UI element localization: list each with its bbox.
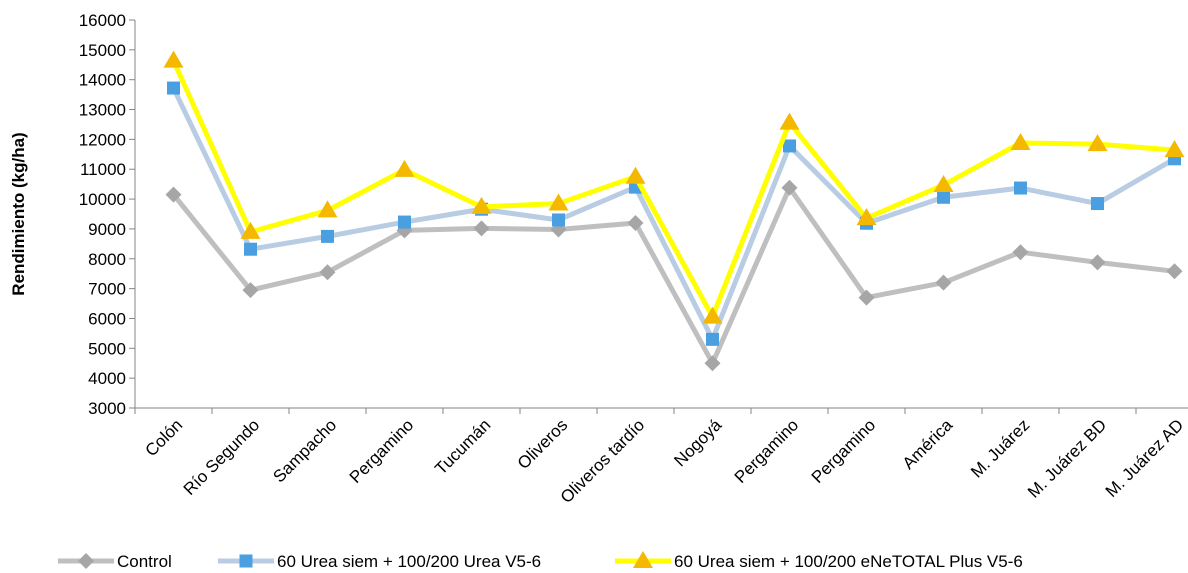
x-tick-label: Sampacho (269, 415, 340, 486)
x-tick-label: Pergamino (731, 415, 803, 487)
legend-item: Control (58, 552, 172, 571)
data-point (702, 306, 723, 324)
legend-item: 60 Urea siem + 100/200 eNeTOTAL Plus V5-… (615, 551, 1023, 571)
data-point (706, 332, 719, 346)
y-tick-label: 4000 (88, 369, 126, 388)
data-point (704, 355, 721, 372)
x-tick-label: América (899, 415, 957, 473)
data-point (933, 175, 954, 193)
legend-label: 60 Urea siem + 100/200 Urea V5-6 (277, 552, 541, 571)
x-tick-label: M. Juárez (967, 415, 1033, 481)
y-tick-label: 8000 (88, 250, 126, 269)
data-point (319, 264, 336, 281)
data-point (937, 190, 950, 204)
legend: Control 60 Urea siem + 100/200 Urea V5-6 6… (58, 551, 1023, 571)
data-point (163, 50, 184, 68)
y-tick-label: 3000 (88, 399, 126, 418)
y-tick-label: 11000 (80, 160, 126, 179)
data-point (552, 213, 565, 227)
y-tick-label: 14000 (79, 71, 126, 90)
y-tick-label: 10000 (79, 190, 126, 209)
data-point (548, 193, 569, 211)
y-tick-label: 15000 (79, 41, 126, 60)
series-line (171, 185, 1175, 366)
data-point (240, 221, 261, 239)
x-tick-label: Pergamino (346, 415, 418, 487)
data-point (856, 208, 877, 226)
data-point (1091, 197, 1104, 211)
x-tick-label: Oliveros (514, 415, 572, 473)
y-tick-label: 6000 (88, 309, 126, 328)
series-line (171, 59, 1175, 320)
data-point (627, 214, 644, 231)
series-3 (163, 50, 1185, 324)
y-tick-label: 13000 (79, 101, 126, 120)
series-1 (165, 179, 1183, 372)
y-axis-title: Rendimiento (kg/ha) (9, 132, 28, 295)
legend-marker (239, 554, 253, 568)
data-point (473, 220, 490, 237)
legend-label: 60 Urea siem + 100/200 eNeTOTAL Plus V5-… (674, 552, 1023, 571)
data-point (625, 166, 646, 184)
y-axis: 3000 4000 5000 6000 7000 8000 9000 10000 11000 12… (79, 11, 136, 418)
y-tick-label: 7000 (88, 280, 126, 299)
data-point (244, 242, 257, 256)
legend-item: 60 Urea siem + 100/200 Urea V5-6 (218, 552, 541, 571)
x-tick-label: Pergamino (808, 415, 880, 487)
data-point (1014, 181, 1027, 195)
legend-marker (633, 551, 653, 568)
y-tick-label: 12000 (79, 130, 126, 149)
x-tick-label: Colón (141, 415, 186, 460)
data-point (1010, 132, 1031, 150)
x-tick-label: M. Juárez BD (1024, 415, 1110, 501)
data-point (935, 274, 952, 291)
x-tick-label: M. Juárez AD (1102, 415, 1188, 501)
data-point (471, 196, 492, 214)
y-tick-label: 5000 (88, 339, 126, 358)
data-point (1089, 254, 1106, 271)
legend-marker (78, 553, 94, 569)
data-point (242, 282, 259, 299)
legend-label: Control (117, 552, 172, 571)
series-line (171, 86, 1176, 342)
data-point (783, 139, 796, 153)
data-point (1166, 263, 1183, 280)
data-point (321, 229, 334, 243)
x-tick-label: Río Segundo (180, 415, 264, 499)
x-tick-label: Tucumán (431, 415, 494, 478)
series-layer (163, 50, 1185, 372)
data-point (781, 179, 798, 196)
data-point (398, 215, 411, 229)
data-point (165, 186, 182, 203)
data-point (394, 159, 415, 177)
y-tick-label: 9000 (88, 220, 126, 239)
data-point (1087, 134, 1108, 152)
y-tick-label: 16000 (79, 11, 126, 30)
data-point (858, 289, 875, 306)
data-point (1164, 140, 1185, 158)
data-point (317, 200, 338, 218)
x-tick-label: Nogoyá (670, 415, 725, 470)
data-point (1012, 244, 1029, 261)
data-point (167, 81, 180, 95)
data-point (779, 112, 800, 130)
